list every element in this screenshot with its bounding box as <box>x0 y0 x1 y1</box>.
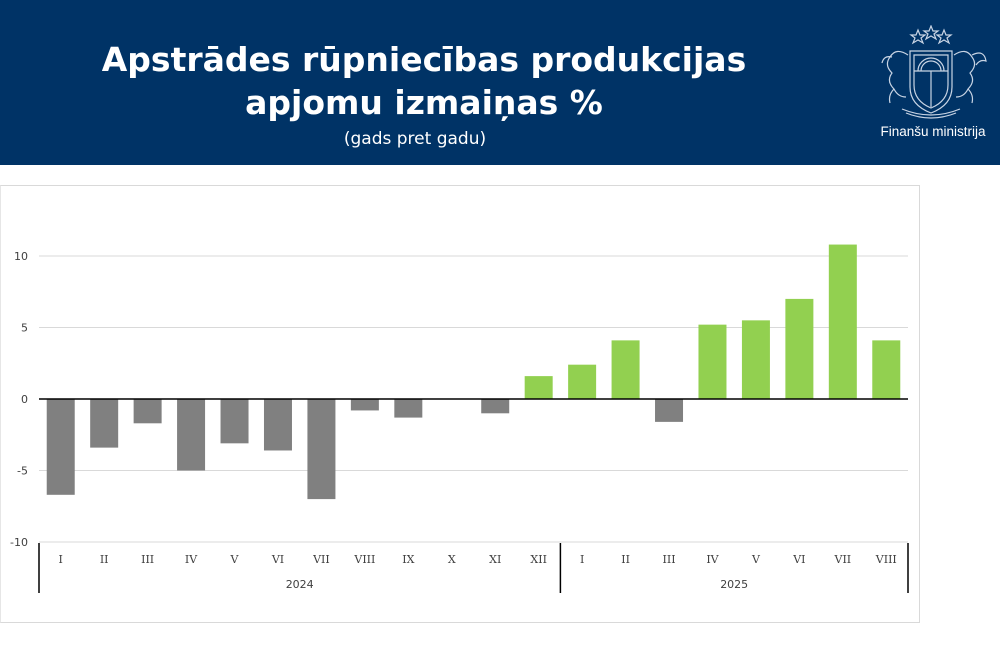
x-tick-label: VI <box>792 553 805 566</box>
bar-2024-VI <box>263 399 292 451</box>
bar-2024-XII <box>524 376 553 399</box>
x-tick-label: XII <box>530 553 547 566</box>
x-group-label: 2024 <box>286 578 314 591</box>
header-banner: Apstrādes rūpniecības produkcijas apjomu… <box>0 0 1000 165</box>
x-tick-label: VII <box>834 553 852 566</box>
page-subtitle: (gads pret gadu) <box>343 129 487 149</box>
bar-2024-III <box>133 399 162 424</box>
x-tick-label: VIII <box>875 553 897 566</box>
title-line-1: Apstrādes rūpniecības produkcijas <box>101 40 747 79</box>
x-tick-label: V <box>230 553 240 566</box>
bar-2025-VIII <box>872 340 901 399</box>
x-tick-label: IX <box>402 553 414 566</box>
x-tick-label: VII <box>312 553 330 566</box>
x-tick-label: II <box>100 553 109 566</box>
x-tick-label: X <box>448 553 456 566</box>
bar-2025-I <box>568 364 597 399</box>
bar-2025-II <box>611 340 640 399</box>
y-tick-label: -10 <box>10 536 28 549</box>
bar-2024-IX <box>394 399 423 418</box>
bar-2025-VI <box>785 298 814 399</box>
x-tick-label: I <box>580 553 584 566</box>
x-tick-label: V <box>751 553 761 566</box>
x-tick-label: IV <box>706 553 719 566</box>
x-tick-label: VIII <box>353 553 375 566</box>
bar-2024-II <box>90 399 119 448</box>
bar-2024-IV <box>177 399 206 471</box>
bar-2024-V <box>220 399 249 444</box>
bar-2024-VII <box>307 399 336 500</box>
bar-2025-V <box>741 320 770 399</box>
title-line-2: apjomu izmaiņas % <box>245 83 603 122</box>
bar-2024-I <box>46 399 75 495</box>
y-tick-label: 10 <box>14 250 28 263</box>
x-group-label: 2025 <box>720 578 748 591</box>
x-tick-label: III <box>663 553 676 566</box>
y-tick-label: 5 <box>21 322 28 335</box>
latvia-coat-of-arms-icon <box>881 25 987 119</box>
page-title: Apstrādes rūpniecības produkcijas apjomu… <box>0 38 848 124</box>
bar-2024-VIII <box>350 399 379 411</box>
y-tick-label: 0 <box>21 393 28 406</box>
x-tick-label: III <box>141 553 154 566</box>
bar-layer <box>46 244 901 500</box>
x-tick-label: VI <box>271 553 284 566</box>
bar-2024-XI <box>481 399 510 414</box>
bar-2025-III <box>655 399 684 422</box>
x-tick-label: IV <box>185 553 198 566</box>
y-tick-label: -5 <box>17 465 28 478</box>
x-tick-label: XI <box>489 553 501 566</box>
x-tick-label: I <box>59 553 63 566</box>
bar-2025-IV <box>698 324 727 399</box>
bar-2025-VII <box>828 244 857 399</box>
x-tick-label: II <box>621 553 630 566</box>
ministry-name: Finanšu ministrija <box>880 124 986 139</box>
